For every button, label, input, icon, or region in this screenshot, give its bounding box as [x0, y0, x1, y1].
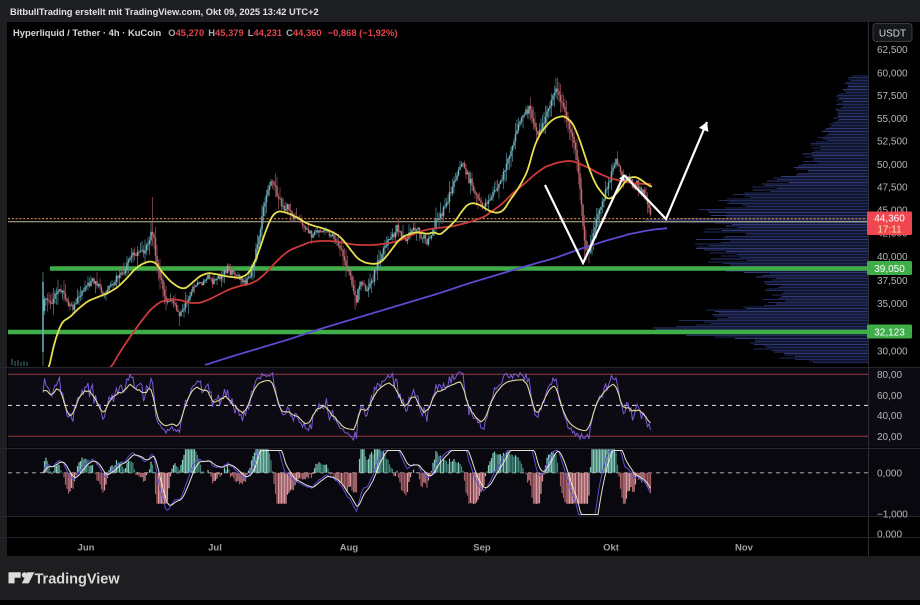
svg-text:39,050: 39,050 [874, 264, 905, 275]
svg-text:62,500: 62,500 [877, 45, 908, 56]
svg-text:37,500: 37,500 [877, 276, 908, 287]
svg-text:44,360: 44,360 [874, 214, 905, 225]
svg-text:Jul: Jul [208, 543, 222, 554]
svg-text:80,00: 80,00 [877, 370, 902, 381]
svg-text:52,500: 52,500 [877, 137, 908, 148]
svg-text:60,000: 60,000 [877, 68, 908, 79]
svg-text:0,000: 0,000 [877, 468, 902, 479]
svg-text:35,000: 35,000 [877, 299, 908, 310]
svg-text:USDT: USDT [879, 29, 906, 40]
svg-text:0.000: 0.000 [877, 529, 902, 540]
svg-text:Sep: Sep [473, 543, 491, 554]
svg-text:32,123: 32,123 [874, 327, 905, 338]
svg-text:55,000: 55,000 [877, 114, 908, 125]
svg-text:40,000: 40,000 [877, 252, 908, 263]
svg-text:30,000: 30,000 [877, 347, 908, 358]
svg-text:50,000: 50,000 [877, 160, 908, 171]
svg-text:57,500: 57,500 [877, 91, 908, 102]
svg-text:20,00: 20,00 [877, 432, 902, 443]
svg-text:BitbullTrading erstellt mit Tr: BitbullTrading erstellt mit TradingView.… [10, 7, 319, 17]
svg-text:Jun: Jun [78, 543, 95, 554]
svg-text:TradingView: TradingView [35, 572, 121, 588]
svg-text:47,500: 47,500 [877, 183, 908, 194]
svg-text:40,00: 40,00 [877, 411, 902, 422]
svg-text:60,00: 60,00 [877, 391, 902, 402]
svg-text:Aug: Aug [340, 543, 359, 554]
svg-text:Nov: Nov [735, 543, 754, 554]
svg-text:Okt: Okt [603, 543, 620, 554]
svg-text:17:11: 17:11 [877, 225, 902, 236]
svg-text:−1,000: −1,000 [877, 509, 908, 520]
svg-text:45,000: 45,000 [877, 206, 908, 217]
